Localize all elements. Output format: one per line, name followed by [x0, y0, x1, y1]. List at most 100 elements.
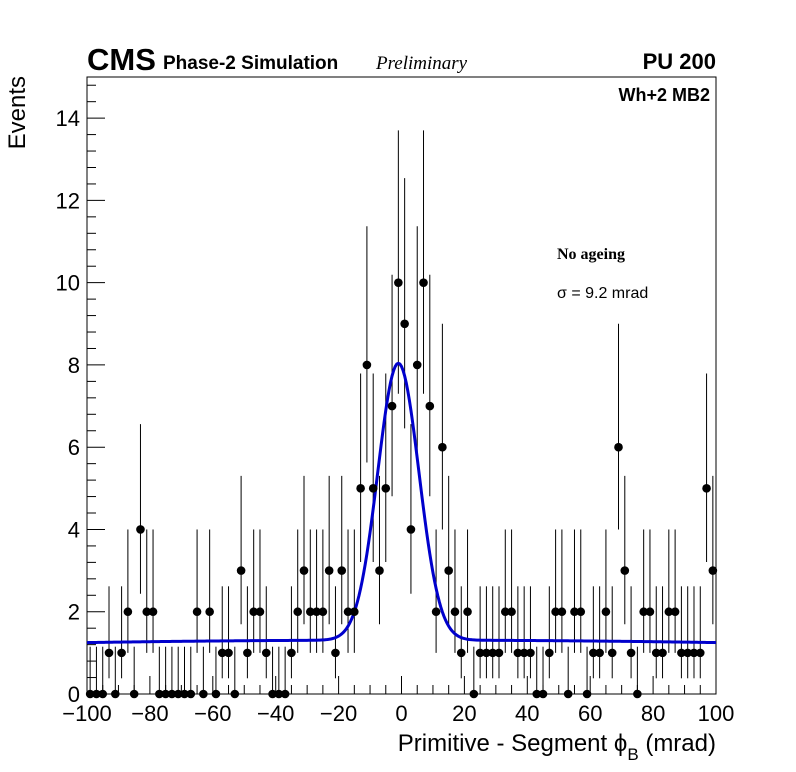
error-bar [206, 529, 213, 653]
data-point [129, 689, 139, 699]
error-bar [168, 646, 176, 695]
y-tick-labels: 0 2 4 6 8 10 12 14 [56, 106, 80, 707]
error-bar [476, 586, 484, 679]
data-point [545, 648, 554, 658]
pileup-text: PU 200 [643, 49, 716, 74]
error-bar [156, 646, 163, 695]
x-tick-label: 60 [578, 701, 602, 726]
data-point [551, 607, 560, 617]
data-point [117, 648, 126, 658]
x-axis-title-symbol: ϕ [614, 730, 627, 757]
x-axis-title-main: Primitive - Segment [398, 730, 614, 757]
x-tick-label: −100 [62, 701, 112, 726]
data-point [312, 607, 321, 617]
error-bar [577, 529, 584, 653]
data-point [475, 648, 485, 658]
data-point [236, 566, 246, 575]
data-point [677, 648, 686, 658]
data-point [563, 689, 573, 699]
data-point [620, 566, 630, 575]
error-bar [420, 130, 427, 394]
error-bar [376, 475, 383, 625]
error-bar [338, 475, 345, 625]
error-bar [690, 586, 698, 679]
data-point [123, 607, 133, 617]
axis-ticks [86, 84, 717, 695]
y-tick-label: 8 [68, 353, 80, 378]
annotation-sigma: σ = 9.2 mrad [557, 285, 648, 302]
data-point [167, 689, 177, 699]
error-bar [118, 586, 125, 679]
error-bar [495, 586, 503, 679]
data-point [708, 566, 718, 575]
data-point [645, 607, 655, 617]
error-bar [162, 646, 169, 695]
fit-curve [86, 361, 717, 645]
data-point [419, 278, 428, 287]
data-point [450, 607, 460, 617]
error-bar [307, 529, 314, 653]
data-point [601, 607, 611, 617]
data-point [633, 689, 642, 699]
data-point [626, 648, 636, 658]
error-bar [244, 586, 251, 679]
error-bar [502, 529, 509, 653]
data-point [381, 484, 391, 493]
error-bar [546, 586, 553, 679]
error-bar [105, 586, 113, 679]
x-axis-title-unit: (mrad) [639, 730, 716, 757]
error-bar [263, 586, 270, 679]
data-point [337, 566, 347, 575]
data-point [142, 607, 152, 617]
x-axis-title: Primitive - Segment ϕB (mrad) [398, 730, 716, 764]
y-tick-label: 12 [56, 188, 80, 213]
error-bar [590, 586, 597, 679]
error-bar [565, 646, 572, 695]
error-bar [344, 529, 352, 653]
y-tick-label: 14 [56, 106, 80, 131]
error-bar [326, 475, 333, 625]
data-point [387, 401, 397, 411]
data-point [318, 607, 328, 617]
data-point [394, 278, 403, 287]
data-point [614, 442, 623, 452]
error-bar [596, 586, 603, 679]
y-axis-title: Events [4, 76, 31, 149]
error-bar [300, 475, 308, 625]
error-bar [684, 586, 691, 679]
y-tick-label: 10 [56, 271, 80, 296]
data-point [695, 648, 705, 658]
data-point [305, 607, 315, 617]
data-point [261, 648, 271, 658]
error-bar [571, 529, 578, 653]
x-tick-label: 100 [698, 701, 735, 726]
error-bar [602, 529, 610, 653]
error-bar [143, 529, 150, 653]
cms-logo-text: CMS [87, 42, 156, 77]
error-bar [225, 586, 232, 679]
data-point [85, 689, 95, 699]
x-tick-label: 80 [641, 701, 665, 726]
error-bar [439, 323, 446, 530]
x-tick-label: 0 [395, 701, 407, 726]
error-bar [332, 586, 339, 679]
data-point [350, 607, 359, 617]
data-point [702, 484, 711, 493]
data-point [280, 689, 290, 699]
error-bar [508, 529, 515, 653]
error-bar [659, 586, 666, 679]
data-point [500, 607, 510, 617]
error-bar [445, 475, 452, 625]
error-bar [653, 586, 660, 679]
plot-frame [86, 76, 717, 695]
data-point [331, 648, 340, 658]
error-bar [407, 424, 415, 594]
error-bar [313, 529, 320, 653]
data-point [255, 607, 265, 617]
error-bar [294, 529, 301, 653]
error-bar [609, 586, 616, 679]
data-point [299, 566, 309, 575]
error-bar [464, 529, 471, 653]
data-point [488, 648, 498, 658]
error-bar [414, 226, 421, 463]
